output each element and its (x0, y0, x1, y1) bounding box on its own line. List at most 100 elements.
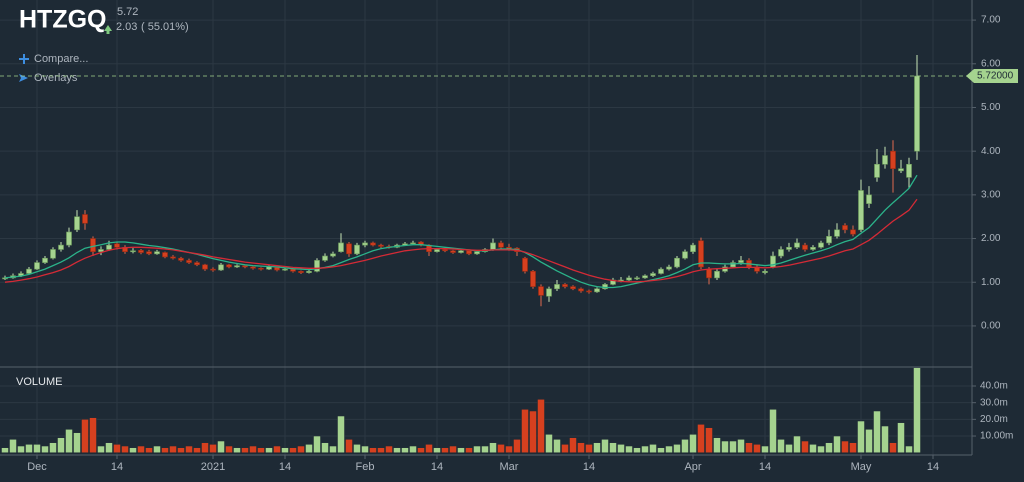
volume-bar (897, 422, 905, 453)
volume-bar (281, 447, 289, 453)
volume-bar (153, 445, 161, 453)
candle-body (162, 252, 168, 258)
volume-bar (857, 420, 865, 453)
x-tick-label: 2021 (201, 461, 225, 473)
volume-bar (505, 445, 513, 453)
volume-bar (305, 444, 313, 453)
candle-body (258, 267, 264, 270)
volume-bar (209, 444, 217, 453)
candle-body (170, 256, 176, 259)
volume-bar (913, 367, 921, 453)
volume-bar (865, 429, 873, 453)
volume-bar (177, 447, 185, 453)
compare-button[interactable]: Compare... (34, 53, 88, 65)
candle-body (578, 288, 584, 292)
volume-bar (761, 445, 769, 453)
volume-bar (769, 409, 777, 453)
volume-bar (905, 445, 913, 453)
candle-body (490, 242, 496, 250)
candle-body (338, 242, 344, 252)
candle-body (666, 266, 672, 270)
volume-bar (713, 437, 721, 453)
candle-body (202, 264, 208, 270)
volume-bar (393, 447, 401, 453)
candle-body (642, 275, 648, 279)
candle-body (858, 190, 864, 231)
candle-body (362, 242, 368, 246)
volume-bar (721, 440, 729, 453)
volume-bar (569, 437, 577, 453)
y-tick-label: 1.00 (981, 277, 1001, 288)
candle-body (330, 253, 336, 257)
volume-bar (625, 445, 633, 453)
volume-bar (449, 445, 457, 453)
volume-bar (57, 437, 65, 453)
candle-body (314, 260, 320, 272)
candle-body (114, 243, 120, 248)
volume-bar (193, 447, 201, 453)
candle-body (378, 244, 384, 247)
volume-bar (217, 440, 225, 453)
volume-bar (673, 444, 681, 453)
candle-body (82, 214, 88, 224)
candle-body (890, 150, 896, 169)
candle-body (42, 257, 48, 263)
volume-bar (497, 444, 505, 453)
volume-bar (49, 442, 57, 453)
volume-bar (113, 444, 121, 453)
volume-bar (425, 444, 433, 453)
volume-bar (433, 447, 441, 453)
change-percent: ( 55.01%) (141, 21, 189, 33)
volume-bar (657, 447, 665, 453)
volume-bar (353, 444, 361, 453)
x-tick-label: 14 (759, 461, 771, 473)
candle-body (106, 244, 112, 250)
x-tick-label: 14 (111, 461, 123, 473)
volume-bar (729, 440, 737, 453)
volume-bar (161, 447, 169, 453)
marks (1, 55, 921, 453)
y-tick-label: 4.00 (981, 146, 1001, 157)
candle-body (738, 260, 744, 263)
volume-bar (401, 447, 409, 453)
candle-body (674, 257, 680, 268)
volume-bar (881, 425, 889, 453)
volume-bar (665, 445, 673, 453)
volume-bar (513, 439, 521, 453)
candle-body (250, 266, 256, 269)
volume-bar (225, 445, 233, 453)
overlays-button[interactable]: Overlays (34, 72, 78, 84)
candle-body (186, 260, 192, 263)
volume-bar (609, 442, 617, 453)
volume-tick-label: 10.00m (980, 431, 1013, 442)
candle-body (802, 244, 808, 250)
volume-bar (121, 445, 129, 453)
volume-bar (809, 444, 817, 453)
candle-body (698, 240, 704, 268)
candle-body (58, 244, 64, 250)
candle-body (130, 250, 136, 253)
volume-bar (249, 445, 257, 453)
volume-bar (641, 445, 649, 453)
candle-body (530, 271, 536, 287)
compare-icon[interactable] (19, 54, 29, 64)
volume-bar (537, 399, 545, 453)
volume-bar (377, 447, 385, 453)
volume-bar (1, 447, 9, 453)
candle-body (226, 264, 232, 268)
candle-body (282, 268, 288, 271)
candle-body (906, 163, 912, 178)
volume-bar (441, 447, 449, 453)
volume-bar (201, 442, 209, 453)
candle-body (242, 265, 248, 268)
volume-bar (489, 442, 497, 453)
candle-body (658, 268, 664, 274)
volume-bar (73, 432, 81, 453)
volume-bar (273, 445, 281, 453)
candle-body (554, 284, 560, 290)
candle-body (210, 268, 216, 271)
x-tick-label: Feb (356, 461, 375, 473)
candle-body (442, 249, 448, 252)
x-tick-label: Apr (684, 461, 701, 473)
